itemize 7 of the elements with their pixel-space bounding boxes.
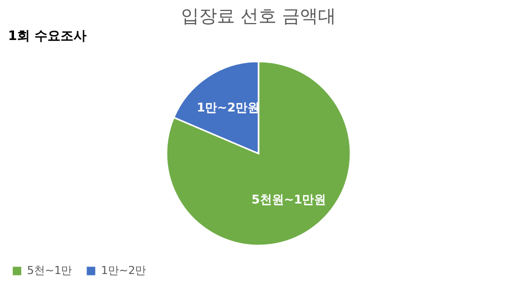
text: 5천원~1만원 (251, 192, 326, 206)
pie-slice (166, 60, 352, 246)
chart-title: 입장료 선호 금액대 (180, 6, 336, 27)
legend-label: 1만~2만 (101, 264, 146, 277)
legend-label: 5천~1만 (27, 264, 72, 277)
text: 1회 수요조사 (8, 29, 87, 44)
text: 1만~2만원 (196, 100, 260, 115)
